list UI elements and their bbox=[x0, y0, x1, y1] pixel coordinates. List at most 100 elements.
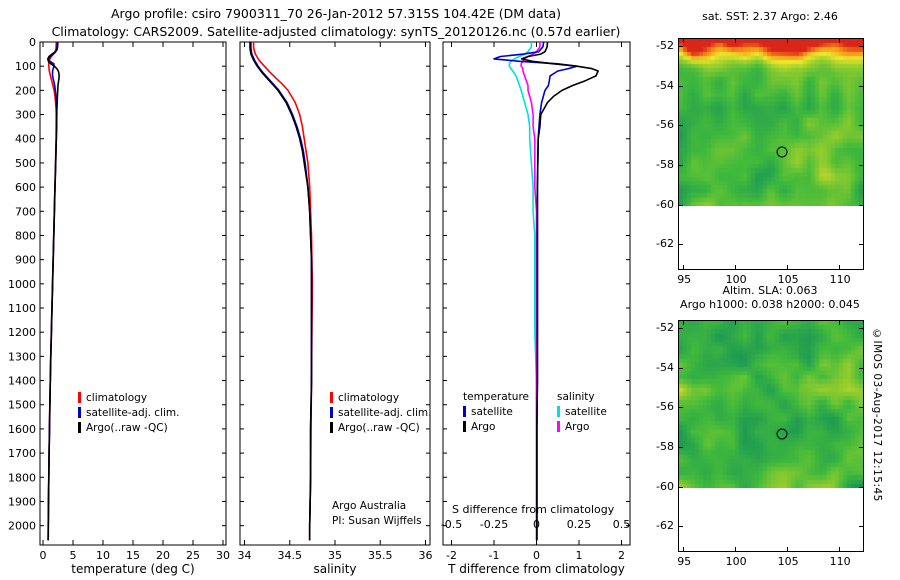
legend-label: satellite-adj. clim. bbox=[338, 406, 432, 419]
map-lon-tick-label: 100 bbox=[725, 273, 747, 286]
map-tick-mark bbox=[679, 244, 683, 246]
map-lat-tick-label: -58 bbox=[656, 157, 674, 171]
map-tick-mark bbox=[683, 547, 685, 551]
s-diff-axis-label: S difference from climatology bbox=[452, 503, 615, 516]
legend-label: satellite bbox=[565, 405, 607, 418]
map-tick-mark bbox=[683, 39, 685, 43]
map-tick-mark bbox=[679, 164, 683, 166]
x-tick-label: 34.5 bbox=[278, 549, 303, 562]
x-tick-label: 5 bbox=[70, 549, 77, 562]
depth-tick-label: 200 bbox=[15, 84, 36, 97]
map-tick-mark bbox=[859, 244, 863, 246]
map-tick-mark bbox=[679, 327, 683, 329]
map-tick-mark bbox=[679, 125, 683, 127]
legend-label: Argo(..raw -QC) bbox=[338, 421, 420, 434]
legend-label: satellite-adj. clim. bbox=[86, 406, 180, 419]
argo-line-swatch bbox=[78, 422, 81, 433]
argo-t-line-swatch bbox=[463, 421, 466, 432]
map-tick-mark bbox=[859, 367, 863, 369]
s-diff-tick-label: 0.25 bbox=[567, 518, 592, 531]
depth-tick-label: 1700 bbox=[8, 447, 36, 460]
legend-item-satellite-s: satellite bbox=[557, 404, 635, 419]
x-tick-label: 10 bbox=[96, 549, 110, 562]
map-tick-mark bbox=[859, 125, 863, 127]
satellite-s-line-swatch bbox=[557, 406, 560, 417]
figure-title-line2: Climatology: CARS2009. Satellite-adjuste… bbox=[51, 24, 621, 39]
satellite-t-line-swatch bbox=[463, 406, 466, 417]
legend-label: Argo bbox=[471, 420, 496, 433]
map-tick-mark bbox=[859, 407, 863, 409]
profile-location-marker bbox=[776, 146, 788, 158]
depth-tick-label: 1800 bbox=[8, 471, 36, 484]
legend-col-header-temperature: temperature bbox=[463, 390, 529, 403]
map-tick-mark bbox=[859, 45, 863, 47]
x-tick-label: 20 bbox=[156, 549, 170, 562]
x-tick-label: 25 bbox=[186, 549, 200, 562]
map-tick-mark bbox=[839, 321, 841, 325]
s-diff-tick-label: -0.5 bbox=[441, 518, 462, 531]
map-tick-mark bbox=[839, 39, 841, 43]
s-diff-tick-label: -0.25 bbox=[480, 518, 508, 531]
pi-annotation: Argo Australia PI: Susan Wijffels bbox=[332, 499, 422, 529]
map-lat-tick-label: -52 bbox=[656, 38, 674, 52]
map-lat-tick-label: -62 bbox=[656, 237, 674, 251]
pi-annotation-line2: PI: Susan Wijffels bbox=[332, 515, 422, 527]
legend-label: Argo(..raw -QC) bbox=[86, 421, 168, 434]
map-tick-mark bbox=[735, 39, 737, 43]
map-tick-mark bbox=[859, 486, 863, 488]
depth-tick-label: 300 bbox=[15, 109, 36, 122]
map-tick-mark bbox=[679, 446, 683, 448]
satellite-adj-line-swatch bbox=[78, 407, 81, 418]
legend-difference-panel: temperature salinity satellite satellite… bbox=[463, 389, 635, 434]
map-tick-mark bbox=[679, 85, 683, 87]
map-tick-mark bbox=[859, 327, 863, 329]
map-lat-tick-label: -54 bbox=[656, 78, 674, 92]
map-tick-mark bbox=[859, 526, 863, 528]
legend-item-satellite-adj: satellite-adj. clim. bbox=[330, 405, 431, 420]
depth-tick-label: 2000 bbox=[8, 520, 36, 533]
depth-tick-label: 1600 bbox=[8, 423, 36, 436]
depth-tick-label: 1100 bbox=[8, 302, 36, 315]
legend-item-argo-t: Argo bbox=[463, 419, 557, 434]
map-tick-mark bbox=[859, 164, 863, 166]
map-tick-mark bbox=[679, 526, 683, 528]
legend-item-satellite-t: satellite bbox=[463, 404, 557, 419]
legend-item-argo: Argo(..raw -QC) bbox=[330, 420, 431, 435]
map-lat-tick-label: -62 bbox=[656, 519, 674, 533]
depth-tick-label: 900 bbox=[15, 254, 36, 267]
map-tick-mark bbox=[787, 321, 789, 325]
map-lat-tick-label: -52 bbox=[656, 320, 674, 334]
x-tick-label: 34 bbox=[238, 549, 252, 562]
depth-tick-label: 1200 bbox=[8, 326, 36, 339]
s-diff-tick-label: 0.5 bbox=[613, 518, 631, 531]
climatology-line-swatch bbox=[78, 392, 81, 403]
depth-tick-label: 800 bbox=[15, 229, 36, 242]
x-tick-label: 1 bbox=[576, 549, 583, 562]
map-lon-tick-label: 95 bbox=[677, 273, 692, 286]
depth-tick-label: 100 bbox=[15, 60, 36, 73]
depth-tick-label: 1000 bbox=[8, 278, 36, 291]
salinity_profile-series bbox=[249, 42, 313, 541]
temperature_profile-xlabel: temperature (deg C) bbox=[71, 562, 194, 576]
depth-tick-label: 400 bbox=[15, 133, 36, 146]
legend-label: satellite bbox=[471, 405, 513, 418]
map-tick-mark bbox=[787, 39, 789, 43]
depth-tick-label: 1500 bbox=[8, 399, 36, 412]
map-tick-mark bbox=[839, 265, 841, 269]
x-tick-label: 36 bbox=[418, 549, 432, 562]
s-diff-tick-label: 0 bbox=[533, 518, 540, 531]
map-tick-mark bbox=[735, 321, 737, 325]
map-lat-tick-label: -60 bbox=[656, 197, 674, 211]
x-tick-label: 35 bbox=[328, 549, 342, 562]
argo-line-swatch bbox=[330, 422, 333, 433]
legend-temperature-panel: climatology satellite-adj. clim. Argo(..… bbox=[78, 390, 179, 435]
temperature_profile-series bbox=[46, 41, 60, 541]
depth-tick-label: 1400 bbox=[8, 375, 36, 388]
map-lat-tick-label: -60 bbox=[656, 479, 674, 493]
climatology-line-swatch bbox=[330, 392, 333, 403]
map-tick-mark bbox=[735, 547, 737, 551]
salinity_profile-xlabel: salinity bbox=[313, 562, 356, 576]
legend-col-header-salinity: salinity bbox=[557, 390, 595, 403]
legend-item-argo: Argo(..raw -QC) bbox=[78, 420, 179, 435]
